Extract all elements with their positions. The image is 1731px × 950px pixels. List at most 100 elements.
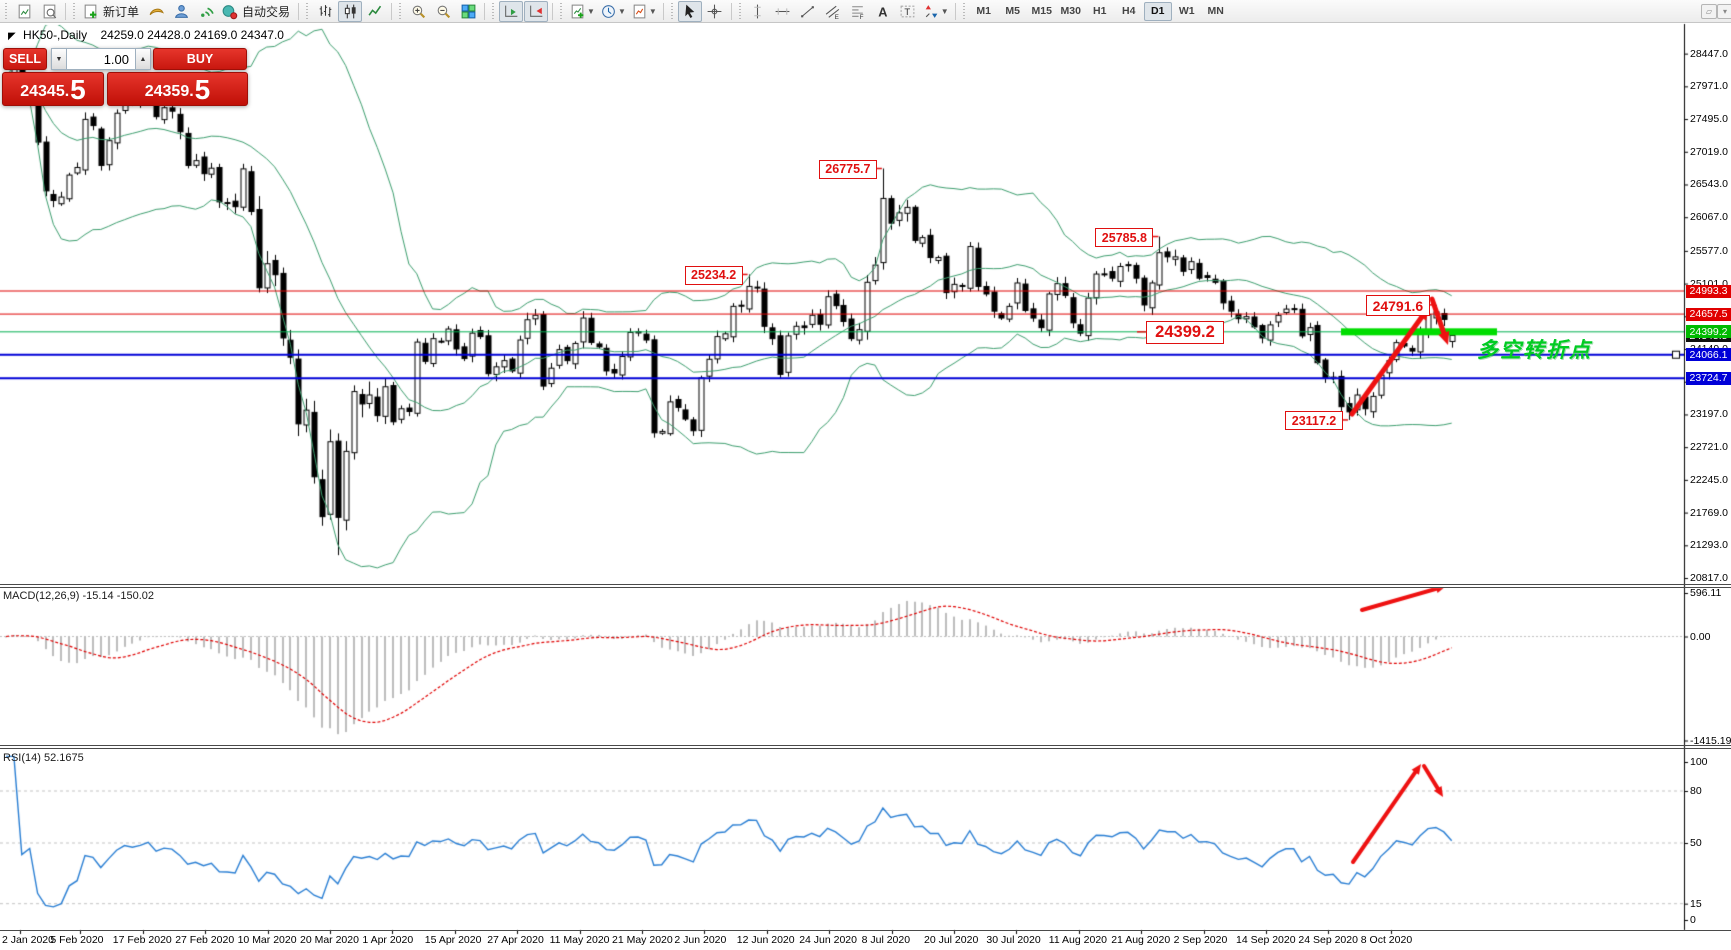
periods-button[interactable]: ▼: [598, 1, 628, 22]
price-tick: 28447.0: [1690, 47, 1728, 60]
price-annotation-box[interactable]: 26775.7: [818, 159, 877, 179]
cursor-button[interactable]: [677, 0, 702, 22]
price-annotation-box[interactable]: 25785.8: [1095, 228, 1154, 248]
text-button[interactable]: A: [871, 1, 895, 22]
ask-price-panel[interactable]: 24359. 5: [107, 72, 248, 106]
templates-caret-icon[interactable]: ▼: [648, 6, 657, 16]
fibonacci-button[interactable]: F: [846, 1, 870, 22]
timeframe-m30-button[interactable]: M30: [1060, 5, 1081, 17]
toolbar-grip[interactable]: [737, 3, 743, 19]
date-tick: 10 Mar 2020: [237, 934, 297, 946]
channel-icon: E: [824, 3, 841, 20]
zoom-in-button[interactable]: [406, 1, 430, 22]
date-tick: 24 Sep 2020: [1298, 934, 1358, 946]
date-tick: 5 Feb 2020: [50, 934, 104, 946]
svg-text:F: F: [860, 13, 864, 19]
date-tick: 11 Aug 2020: [1048, 934, 1107, 946]
date-tick: 27 Apr 2020: [487, 934, 544, 946]
toolbar-grip[interactable]: [559, 3, 565, 19]
toolbar-overflow-icon[interactable]: ▱: [1701, 4, 1717, 19]
hline-button[interactable]: [771, 1, 795, 22]
timeframe-mn-button[interactable]: MN: [1207, 5, 1224, 17]
crosshair-button[interactable]: [703, 1, 727, 22]
date-tick: 12 Jun 2020: [736, 934, 795, 946]
toolbar-grip[interactable]: [669, 3, 675, 19]
svg-text:A: A: [879, 4, 888, 19]
autotrading-button[interactable]: 自动交易: [219, 1, 294, 22]
volume-input[interactable]: [67, 48, 135, 70]
candle-chart-button[interactable]: [338, 0, 363, 22]
panel-separator[interactable]: [0, 587, 1731, 588]
timeframe-w1-button[interactable]: W1: [1178, 5, 1195, 17]
timeframe-h4-button[interactable]: H4: [1122, 5, 1136, 17]
toolbar-grip[interactable]: [72, 3, 77, 19]
panel-separator[interactable]: [0, 584, 1731, 585]
toolbar-grip[interactable]: [4, 3, 9, 19]
window-menu-icon[interactable]: ▾: [1717, 4, 1731, 19]
fibonacci-icon: F: [849, 3, 866, 20]
periods-caret-icon[interactable]: ▼: [617, 6, 626, 16]
market-button[interactable]: [169, 1, 193, 22]
new-chart-button[interactable]: [12, 1, 36, 22]
tile-windows-button[interactable]: [456, 1, 480, 22]
timeframe-d1-button[interactable]: D1: [1143, 1, 1172, 21]
chart-shift-button[interactable]: [524, 0, 549, 22]
timeframe-h1-button[interactable]: H1: [1093, 5, 1107, 17]
shapes-caret-icon[interactable]: ▼: [940, 6, 949, 16]
label-icon: T: [899, 3, 916, 20]
timeframe-m15-button[interactable]: M15: [1031, 5, 1052, 17]
trendline-button[interactable]: [796, 1, 820, 22]
candle-chart-icon: [342, 3, 359, 20]
auto-scroll-icon: [503, 3, 520, 20]
price-annotation-box[interactable]: 25234.2: [684, 265, 743, 285]
main-toolbar: 新订单 自动交易 ▼ ▼ ▼ E F A T ▼ M1 M5 M15 M30 H1 H4 D1 W1 MN: [0, 0, 1731, 23]
templates-button[interactable]: ▼: [629, 1, 659, 22]
signals-icon: [198, 3, 215, 20]
price-tick: 20817.0: [1690, 572, 1728, 585]
bull-bear-turning-point-note[interactable]: 多空转折点: [1477, 339, 1592, 362]
vline-button[interactable]: [746, 1, 770, 22]
toolbar-grip[interactable]: [398, 3, 404, 19]
indicators-button[interactable]: ▼: [567, 1, 597, 22]
sell-button[interactable]: SELL: [3, 48, 47, 70]
metaeditor-button[interactable]: [144, 1, 168, 22]
toolbar-grip[interactable]: [491, 3, 497, 19]
line-chart-button[interactable]: [363, 1, 387, 22]
rsi-tick: 50: [1690, 837, 1702, 849]
price-tick: 27495.0: [1690, 113, 1728, 126]
toolbar-separator: [552, 2, 554, 20]
volume-increase-button[interactable]: ▲: [135, 48, 151, 70]
date-tick: 20 Jul 2020: [924, 934, 979, 946]
toolbar-separator: [954, 2, 956, 20]
channel-button[interactable]: E: [821, 1, 845, 22]
volume-stepper: ▼ ▲: [51, 48, 151, 70]
templates-icon: [631, 3, 648, 20]
shapes-button[interactable]: ▼: [921, 1, 951, 22]
toolbar-grip[interactable]: [961, 3, 967, 19]
date-tick: 15 Apr 2020: [424, 934, 482, 946]
signals-button[interactable]: [194, 1, 218, 22]
buy-button[interactable]: BUY: [153, 48, 247, 70]
auto-scroll-button[interactable]: [499, 0, 524, 22]
zoom-out-button[interactable]: [431, 1, 455, 22]
price-annotation-box[interactable]: 24791.6: [1365, 295, 1430, 317]
toolbar-grip[interactable]: [305, 3, 311, 19]
timeframe-m1-button[interactable]: M1: [976, 5, 992, 17]
chart-profile-button[interactable]: [37, 1, 61, 22]
crosshair-icon: [706, 3, 723, 20]
price-annotation-box[interactable]: 23117.2: [1285, 411, 1343, 431]
panel-separator[interactable]: [0, 745, 1731, 746]
label-button[interactable]: T: [896, 1, 920, 22]
indicators-caret-icon[interactable]: ▼: [587, 6, 595, 16]
price-annotation-box[interactable]: 24399.2: [1146, 321, 1224, 345]
new-order-button[interactable]: 新订单: [80, 1, 143, 22]
bar-chart-button[interactable]: [313, 1, 337, 22]
date-tick: 24 Jun 2020: [799, 934, 857, 946]
rsi-tick: 15: [1690, 897, 1702, 910]
toolbar-group: ▼ ▼ ▼: [567, 1, 659, 22]
timeframe-m5-button[interactable]: M5: [1005, 5, 1021, 17]
volume-decrease-button[interactable]: ▼: [51, 48, 67, 70]
panel-separator[interactable]: [0, 748, 1731, 749]
bid-price-panel[interactable]: 24345. 5: [2, 72, 104, 106]
